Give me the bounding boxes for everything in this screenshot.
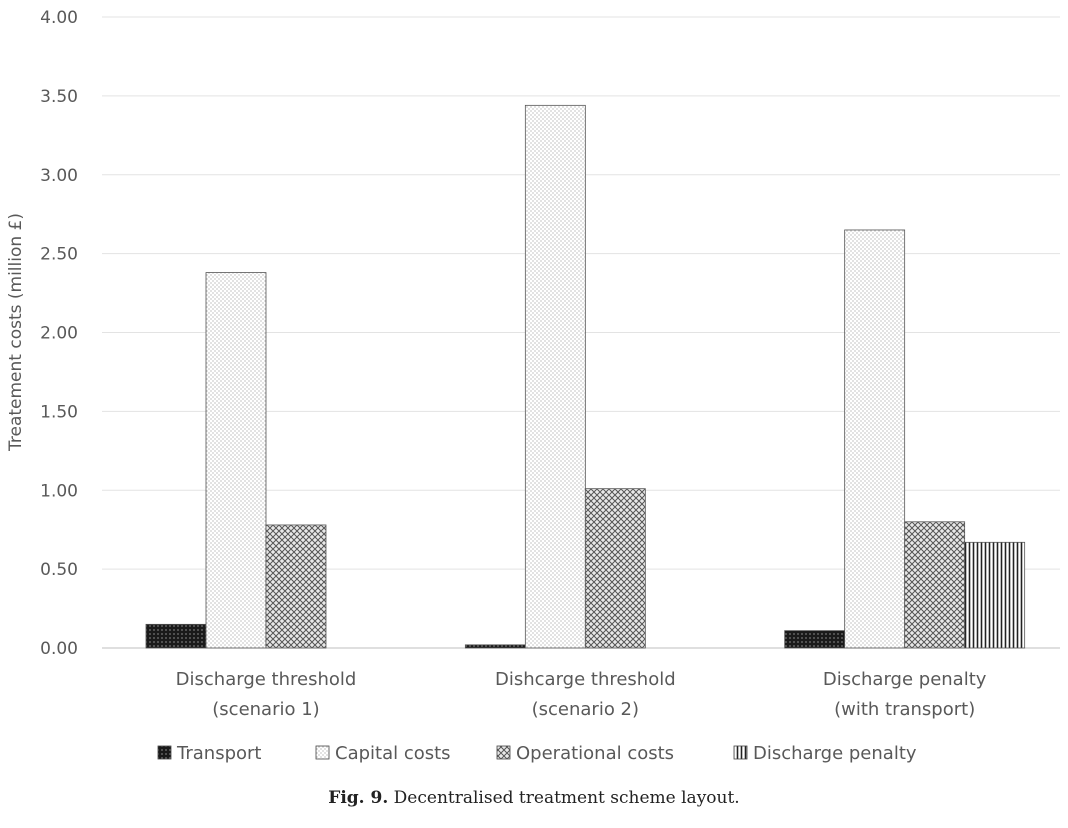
category-label: Discharge penalty (823, 669, 987, 690)
y-tick-label: 3.50 (40, 87, 78, 107)
y-tick-label: 3.00 (40, 166, 78, 186)
y-tick-label: 2.50 (40, 245, 78, 265)
bar (464, 644, 526, 649)
category-label: (with transport) (834, 699, 975, 720)
y-tick-label: 1.50 (40, 402, 78, 422)
legend-swatch (315, 745, 330, 760)
legend-label: Operational costs (516, 743, 674, 764)
legend-swatch (496, 745, 511, 760)
category-label: Discharge threshold (176, 669, 357, 690)
category-labels: Discharge threshold (scenario 1) Dishcarge… (176, 669, 987, 720)
bar (205, 272, 267, 649)
legend-label: Capital costs (335, 743, 451, 764)
legend-swatch (157, 745, 172, 760)
bar (524, 104, 586, 649)
y-axis-title: Treatement costs (million £) (6, 213, 26, 452)
legend: Transport Capital costs Operational costs D… (157, 743, 917, 764)
category-label: (scenario 1) (212, 699, 319, 720)
chart: 0.00 0.50 1.00 1.50 2.00 2.50 3.00 3.50 4.00 Tre… (6, 8, 1060, 764)
bar (584, 488, 646, 649)
y-tick-label: 0.00 (40, 639, 78, 659)
bar (904, 521, 966, 649)
bar (145, 623, 207, 649)
bar (964, 541, 1026, 649)
category-label: Dishcarge threshold (495, 669, 676, 690)
figure-caption-text: Decentralised treatment scheme layout. (393, 788, 740, 808)
legend-swatch (733, 745, 748, 760)
y-tick-label: 2.00 (40, 324, 78, 344)
y-tick-label: 0.50 (40, 560, 78, 580)
bar (784, 630, 846, 649)
figure-caption-label: Fig. 9. (328, 788, 389, 808)
legend-label: Transport (176, 743, 261, 764)
y-tick-labels: 0.00 0.50 1.00 1.50 2.00 2.50 3.00 3.50 4.00 (40, 8, 78, 659)
bar (844, 229, 906, 649)
legend-label: Discharge penalty (753, 743, 917, 764)
category-label: (scenario 2) (532, 699, 639, 720)
y-tick-label: 4.00 (40, 8, 78, 28)
y-tick-label: 1.00 (40, 481, 78, 501)
bars (145, 104, 1026, 649)
figure-caption: Fig. 9. Decentralised treatment scheme l… (0, 788, 1068, 808)
bar (265, 524, 327, 649)
